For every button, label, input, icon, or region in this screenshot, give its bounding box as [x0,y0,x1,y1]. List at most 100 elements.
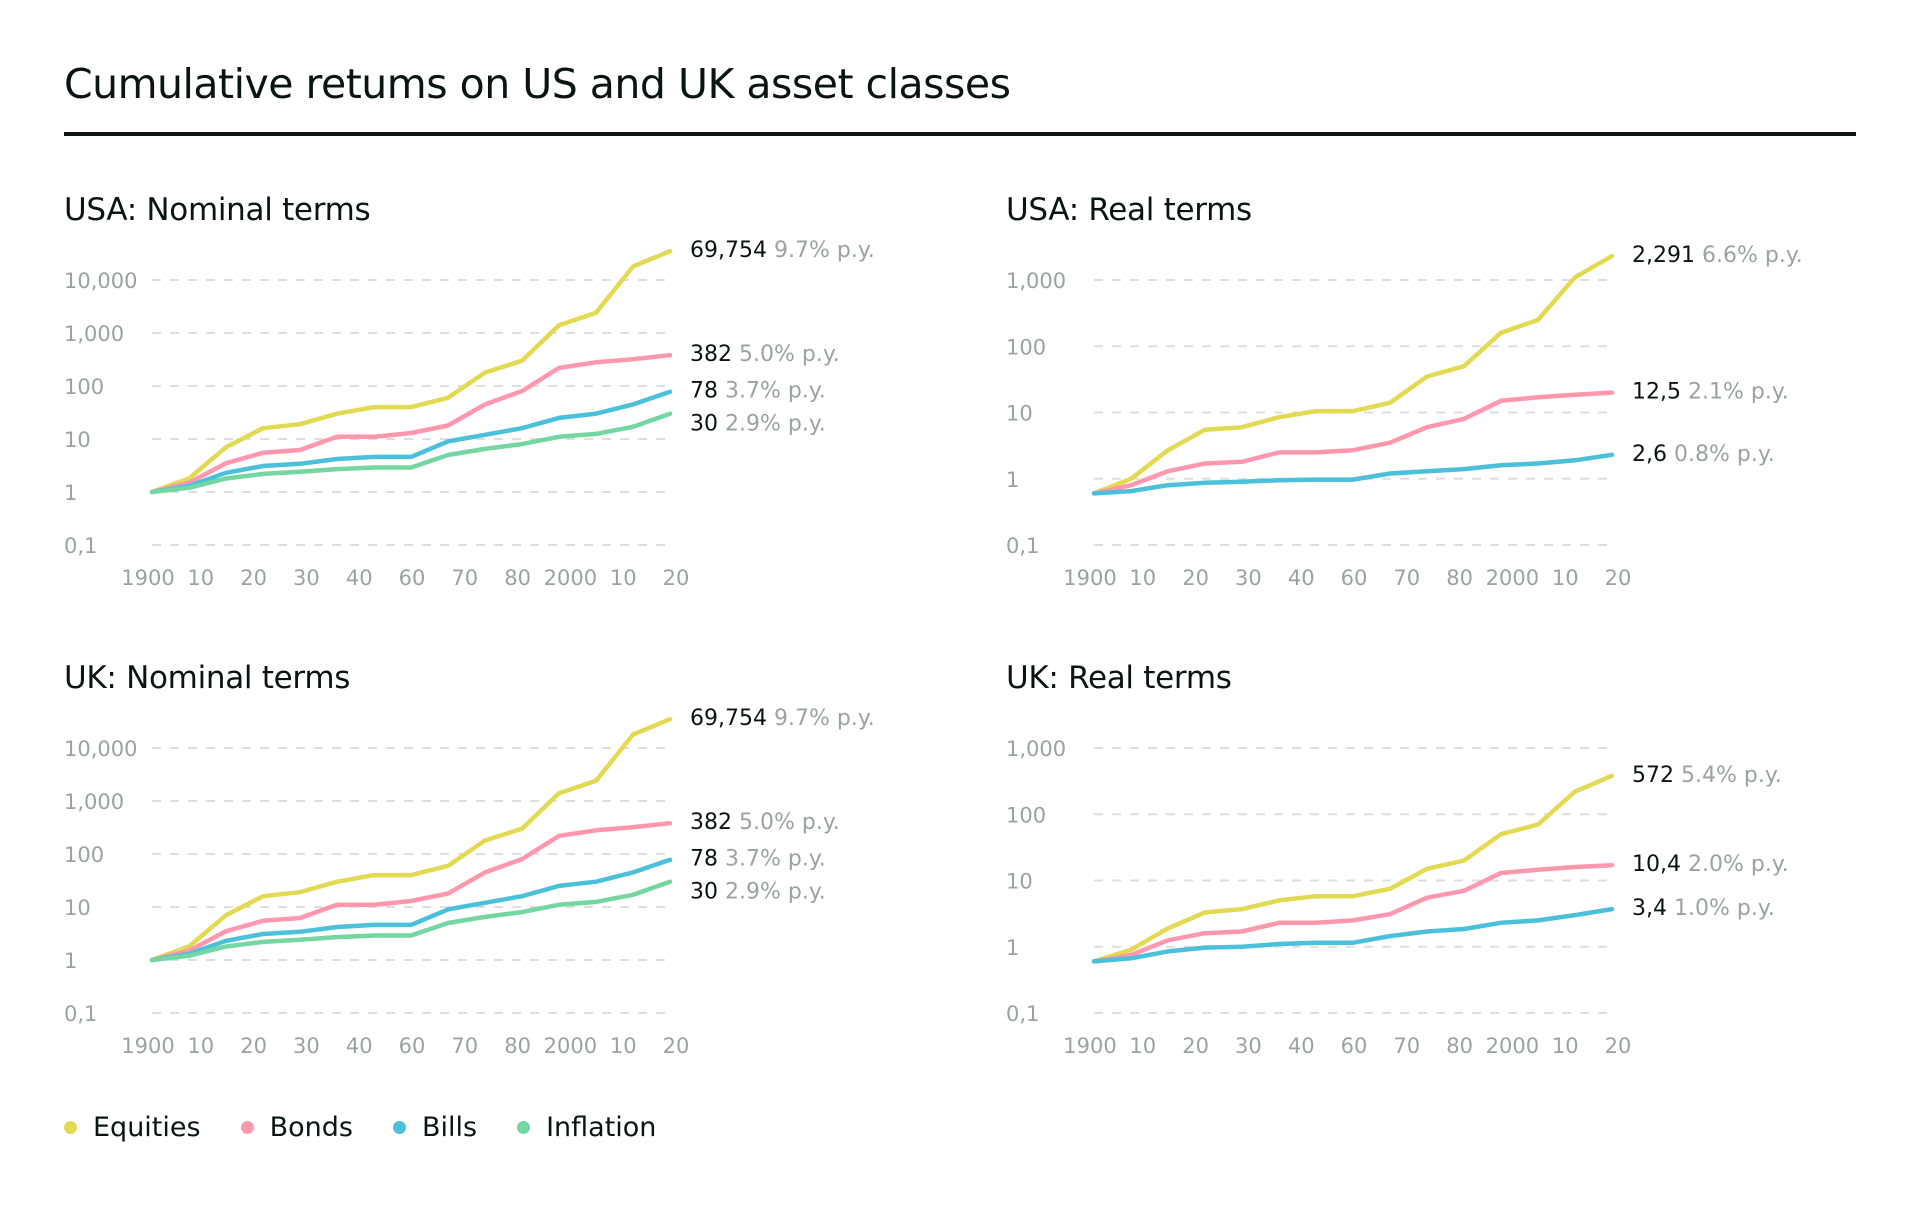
panel-uk-nominal: UK: Nominal terms 10,000 1,000 100 10 1 0,1 19… [64,660,924,1120]
panel-title: USA: Nominal terms [64,192,371,228]
x-tick-label: 80 [504,566,531,590]
chart-uk-real: 1,000 100 10 1 0,1 1900 10 20 30 40 60 70 80 2000 10 20… [1006,737,1789,1058]
y-tick-label: 100 [64,843,104,867]
annual-rate: 0.8% p.y. [1674,442,1775,467]
legend-label: Bonds [269,1112,353,1143]
end-value: 30 [690,412,725,437]
legend: Equities Bonds Bills Inflation [64,1112,656,1143]
annual-rate: 5.4% p.y. [1681,763,1782,788]
panel-title: UK: Real terms [1006,660,1232,696]
annual-rate: 2.0% p.y. [1688,852,1789,877]
legend-item-equities: Equities [64,1112,201,1143]
annual-rate: 9.7% p.y. [774,706,875,731]
bonds-dot-icon [240,1121,254,1134]
x-tick-label: 40 [346,566,373,590]
annual-rate: 3.7% p.y. [725,847,826,872]
y-tick-label: 10 [1006,870,1033,894]
end-label-inflation: 30 2.9% p.y. [690,880,826,905]
x-tick-label: 10 [1552,566,1579,590]
x-tick-label: 70 [1393,566,1420,590]
end-value: 78 [690,379,725,404]
annual-rate: 5.0% p.y. [739,342,840,367]
x-tick-label: 10 [610,566,637,590]
x-tick-label: 80 [1446,1034,1473,1058]
panel-title: USA: Real terms [1006,192,1252,228]
chart-us-real: 1,000 100 10 1 0,1 1900 10 20 30 40 60 70 80 2000 10 20… [1006,243,1803,590]
end-value: 572 [1632,763,1681,788]
y-tick-label: 1,000 [64,322,124,346]
y-tick-label: 0,1 [64,534,97,558]
annual-rate: 6.6% p.y. [1702,243,1803,268]
x-tick-label: 20 [663,566,690,590]
x-tick-label: 60 [1341,1034,1368,1058]
series-line-equities [1091,773,1615,964]
end-label-bills: 78 3.7% p.y. [690,379,826,404]
x-tick-label: 40 [1288,566,1315,590]
legend-item-inflation: Inflation [517,1112,656,1143]
end-label-equities: 2,291 6.6% p.y. [1632,243,1803,268]
legend-label: Bills [421,1112,478,1143]
end-value: 69,754 [690,706,774,731]
x-tick-label: 70 [1393,1034,1420,1058]
series-line-bills [1091,452,1615,496]
legend-label: Equities [93,1112,201,1143]
x-tick-label: 2000 [1486,566,1539,590]
annual-rate: 2.1% p.y. [1688,380,1789,405]
x-tick-label: 30 [1235,1034,1262,1058]
y-tick-label: 1,000 [64,790,124,814]
end-value: 382 [690,342,739,367]
series-line-bills [149,857,673,963]
end-label-equities: 572 5.4% p.y. [1632,763,1782,788]
end-value: 2,291 [1632,243,1702,268]
y-tick-label: 0,1 [1006,534,1039,558]
end-value: 2,6 [1632,442,1674,467]
end-label-equities: 69,754 9.7% p.y. [690,238,875,263]
x-tick-label: 20 [1605,1034,1632,1058]
x-tick-label: 60 [399,1034,426,1058]
end-label-bills: 2,6 0.8% p.y. [1632,442,1775,467]
end-label-bonds: 382 5.0% p.y. [690,342,840,367]
series-line-bills [1091,906,1615,964]
series-line-bonds [149,820,673,963]
end-value: 12,5 [1632,380,1688,405]
y-tick-label: 1,000 [1006,269,1066,293]
y-tick-label: 0,1 [1006,1002,1039,1026]
series-line-bonds [149,352,673,495]
x-tick-label: 70 [451,1034,478,1058]
x-tick-label: 10 [1129,1034,1156,1058]
annual-rate: 5.0% p.y. [739,810,840,835]
end-value: 382 [690,810,739,835]
panel-us-nominal: USA: Nominal terms 10,000 1,000 100 10 1 0,1 1… [64,192,924,652]
legend-item-bonds: Bonds [240,1112,353,1143]
y-tick-label: 10,000 [64,269,137,293]
y-tick-label: 1,000 [1006,737,1066,761]
x-tick-label: 30 [293,1034,320,1058]
y-tick-label: 1 [1006,936,1019,960]
end-label-bills: 78 3.7% p.y. [690,847,826,872]
x-tick-label: 20 [1605,566,1632,590]
x-tick-label: 60 [399,566,426,590]
x-tick-label: 10 [1552,1034,1579,1058]
x-tick-label: 60 [1341,566,1368,590]
x-tick-label: 30 [293,566,320,590]
end-value: 69,754 [690,238,774,263]
chart-uk-nominal: 10,000 1,000 100 10 1 0,1 1900 10 20 30 40 60 70 80 20… [64,706,875,1058]
y-tick-label: 1 [64,481,77,505]
end-value: 78 [690,847,725,872]
end-label-equities: 69,754 9.7% p.y. [690,706,875,731]
y-tick-label: 10,000 [64,737,137,761]
x-tick-label: 2000 [1486,1034,1539,1058]
end-value: 3,4 [1632,896,1674,921]
x-tick-label: 10 [187,566,214,590]
x-tick-label: 10 [610,1034,637,1058]
x-tick-label: 1900 [1063,1034,1116,1058]
x-tick-label: 20 [1182,566,1209,590]
series-line-inflation [149,879,673,963]
x-tick-label: 2000 [544,566,597,590]
end-label-bills: 3,4 1.0% p.y. [1632,896,1775,921]
annual-rate: 1.0% p.y. [1674,896,1775,921]
y-tick-label: 10 [64,896,91,920]
x-tick-label: 20 [663,1034,690,1058]
series-line-equities [1091,253,1615,496]
x-tick-label: 20 [1182,1034,1209,1058]
